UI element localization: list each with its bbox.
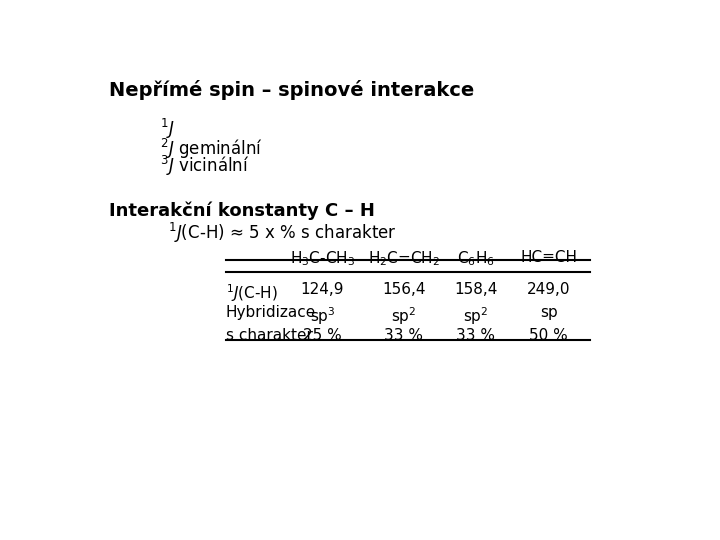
Text: Nepřímé spin – spinové interakce: Nepřímé spin – spinové interakce (109, 80, 474, 100)
Text: 156,4: 156,4 (382, 282, 426, 297)
Text: 33 %: 33 % (456, 328, 495, 343)
Text: sp: sp (540, 305, 558, 320)
Text: 124,9: 124,9 (301, 282, 344, 297)
Text: HC≡CH: HC≡CH (521, 249, 577, 265)
Text: 158,4: 158,4 (454, 282, 498, 297)
Text: sp$^{2}$: sp$^{2}$ (463, 305, 489, 327)
Text: Hybridizace: Hybridizace (225, 305, 316, 320)
Text: sp$^{2}$: sp$^{2}$ (391, 305, 417, 327)
Text: 50 %: 50 % (529, 328, 568, 343)
Text: Interakční konstanty C – H: Interakční konstanty C – H (109, 202, 375, 220)
Text: $^{3}J$ vicinální: $^{3}J$ vicinální (160, 154, 249, 178)
Text: $^{1}J$(C-H): $^{1}J$(C-H) (225, 282, 278, 303)
Text: 249,0: 249,0 (527, 282, 570, 297)
Text: s charakter: s charakter (225, 328, 312, 343)
Text: $^{1}J$(C-H) ≈ 5 x % s charakter: $^{1}J$(C-H) ≈ 5 x % s charakter (168, 221, 396, 245)
Text: sp$^{3}$: sp$^{3}$ (310, 305, 336, 327)
Text: 33 %: 33 % (384, 328, 423, 343)
Text: H$_2$C=CH$_2$: H$_2$C=CH$_2$ (368, 249, 440, 268)
Text: H$_3$C-CH$_3$: H$_3$C-CH$_3$ (290, 249, 355, 268)
Text: C$_6$H$_6$: C$_6$H$_6$ (457, 249, 495, 268)
Text: $^{2}J$ geminální: $^{2}J$ geminální (160, 137, 263, 160)
Text: 25 %: 25 % (303, 328, 342, 343)
Text: $^{1}J$: $^{1}J$ (160, 117, 174, 141)
